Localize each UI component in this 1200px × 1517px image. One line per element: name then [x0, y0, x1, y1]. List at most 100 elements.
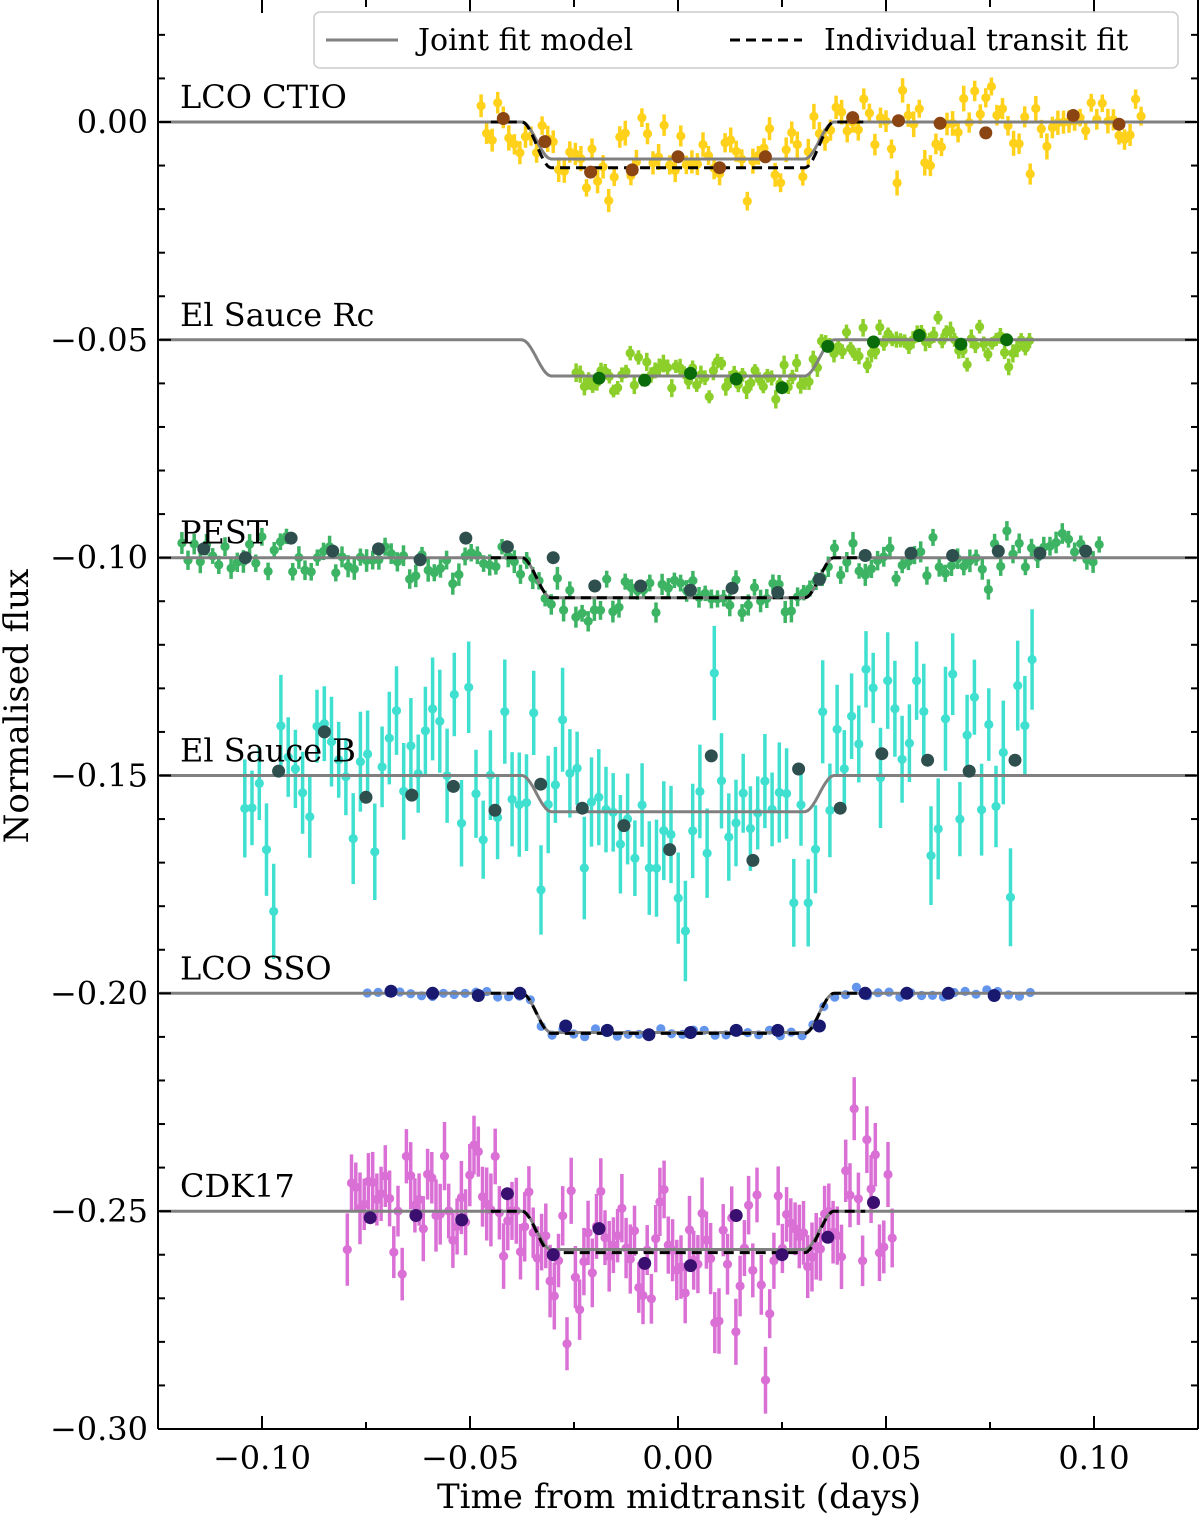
- data-point: [1020, 562, 1030, 572]
- data-point: [478, 835, 488, 845]
- binned-point: [954, 337, 968, 351]
- y-tick-label: −0.20: [50, 974, 148, 1012]
- data-point: [559, 605, 569, 615]
- binned-point: [991, 544, 1005, 558]
- data-point: [359, 1199, 369, 1209]
- data-point: [579, 863, 589, 873]
- series-label: LCO SSO: [180, 949, 332, 987]
- data-point: [245, 539, 255, 549]
- data-point: [818, 707, 828, 717]
- binned-point: [821, 1230, 835, 1244]
- data-point: [934, 562, 944, 572]
- binned-point: [575, 801, 589, 815]
- data-point: [565, 768, 575, 778]
- data-point: [1012, 343, 1022, 353]
- data-point: [809, 111, 819, 122]
- binned-point: [471, 989, 485, 1002]
- y-tick-label: −0.15: [50, 756, 148, 794]
- data-point: [1002, 526, 1012, 536]
- data-point: [748, 1265, 758, 1275]
- data-point: [798, 172, 808, 182]
- data-point: [1125, 130, 1135, 140]
- binned-point: [821, 339, 835, 353]
- data-point: [926, 851, 936, 861]
- binned-point: [459, 531, 473, 545]
- data-point: [648, 158, 658, 168]
- data-point: [630, 853, 640, 863]
- data-point: [663, 583, 673, 593]
- data-point: [448, 579, 458, 589]
- data-point: [377, 762, 387, 772]
- data-point: [983, 584, 994, 595]
- axes-layer: −0.10 −0.05 0.00 0.05 0.10 0.00 −0.05 −0.10 −0.1…: [50, 0, 1199, 1477]
- data-point: [916, 547, 926, 557]
- binned-point: [546, 1248, 560, 1262]
- data-point: [860, 570, 870, 580]
- data-point: [283, 752, 293, 762]
- data-point: [786, 606, 797, 616]
- data-point: [959, 561, 969, 571]
- data-point: [859, 94, 869, 104]
- data-point: [851, 982, 862, 992]
- data-point: [420, 726, 430, 736]
- data-point: [487, 135, 497, 145]
- data-point: [868, 683, 878, 693]
- data-point: [465, 1170, 475, 1180]
- data-point: [532, 1253, 543, 1263]
- data-point: [837, 347, 847, 357]
- data-point: [796, 800, 806, 810]
- data-point: [673, 893, 683, 903]
- data-point: [929, 330, 939, 340]
- data-point: [1014, 538, 1024, 549]
- data-point: [737, 608, 747, 618]
- data-point: [515, 1247, 526, 1257]
- data-point: [948, 669, 958, 679]
- data-point: [836, 570, 846, 580]
- series-label: CDK17: [180, 1167, 295, 1205]
- data-point: [962, 730, 972, 740]
- series-label: LCO CTIO: [180, 78, 347, 116]
- binned-point: [979, 126, 993, 140]
- data-point: [288, 567, 298, 577]
- binned-point: [729, 1209, 743, 1222]
- data-point: [380, 1171, 390, 1181]
- data-point: [177, 538, 187, 548]
- data-point: [701, 1235, 712, 1245]
- data-point: [779, 360, 789, 370]
- binned-point: [867, 335, 880, 349]
- binned-point: [775, 1248, 789, 1262]
- data-point: [503, 1216, 513, 1226]
- data-point: [521, 798, 532, 808]
- data-point: [427, 1173, 437, 1183]
- series-lco-sso: LCO SSO: [159, 949, 1197, 1042]
- data-point: [912, 676, 922, 686]
- data-point: [558, 1211, 568, 1221]
- data-point: [745, 823, 756, 834]
- binned-point: [792, 762, 806, 776]
- data-point: [787, 127, 797, 138]
- data-point: [507, 794, 517, 804]
- data-point: [760, 776, 770, 786]
- binned-point: [746, 853, 760, 867]
- data-point: [866, 1184, 876, 1194]
- binned-point: [359, 790, 373, 804]
- binned-point: [867, 1196, 880, 1209]
- data-point: [862, 1135, 872, 1145]
- data-point: [904, 738, 915, 748]
- data-point: [587, 1268, 597, 1278]
- data-point: [638, 1290, 648, 1301]
- binned-point: [1008, 753, 1022, 767]
- data-point: [257, 532, 267, 542]
- data-point: [581, 183, 592, 193]
- data-point: [975, 322, 985, 332]
- binned-point: [1033, 546, 1047, 560]
- data-point: [716, 776, 727, 786]
- data-point: [254, 778, 264, 789]
- data-point: [760, 1375, 771, 1385]
- data-point: [955, 814, 965, 824]
- data-point: [342, 1245, 352, 1255]
- data-point: [721, 382, 731, 392]
- data-point: [861, 664, 871, 674]
- data-point: [220, 542, 230, 552]
- y-axis-label: Normalised flux: [0, 569, 37, 844]
